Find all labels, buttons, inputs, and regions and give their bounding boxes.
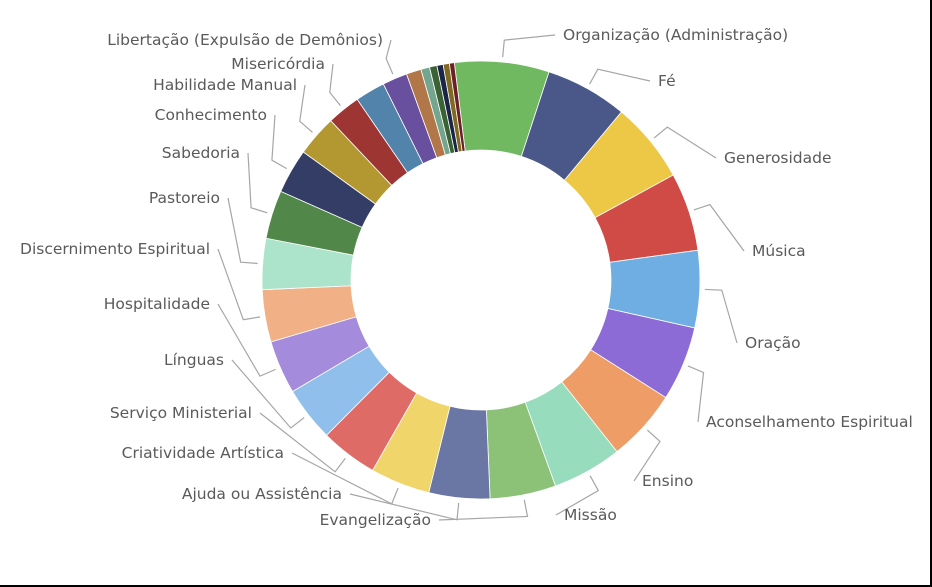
- slice-label-ajuda-ou-assistencia: Ajuda ou Assistência: [182, 485, 342, 503]
- leader-line-evangelizacao: [438, 499, 529, 521]
- leader-line-organizacao-administracao: [502, 34, 556, 58]
- slice-label-generosidade: Generosidade: [724, 149, 832, 167]
- leader-line-servico-ministerial: [259, 412, 346, 473]
- slice-label-conhecimento: Conhecimento: [155, 106, 267, 124]
- leader-line-ajuda-ou-assistencia: [349, 493, 460, 521]
- leader-line-sabedoria: [247, 152, 268, 214]
- leader-line-oracao: [704, 288, 738, 344]
- donut-slice-unlabeled-27: [448, 62, 466, 152]
- leader-line-linguas: [231, 359, 305, 429]
- slice-label-evangelizacao: Evangelização: [320, 511, 431, 529]
- leader-line-fe: [589, 68, 651, 85]
- slice-label-servico-ministerial: Serviço Ministerial: [110, 404, 252, 422]
- leader-line-pastoreio: [227, 197, 258, 265]
- leader-line-generosidade: [653, 126, 717, 159]
- slice-label-misericordia: Misericórdia: [231, 55, 325, 73]
- leader-line-missao: [555, 475, 600, 516]
- leader-line-habilidade-manual: [299, 84, 313, 133]
- leader-line-ensino: [633, 429, 661, 482]
- leader-line-discernimento-espiritual: [217, 248, 261, 321]
- slice-label-aconselhamento-espiritual: Aconselhamento Espiritual: [706, 413, 913, 431]
- leader-line-musica: [693, 203, 745, 252]
- slice-label-oracao: Oração: [745, 334, 801, 352]
- slice-label-hospitalidade: Hospitalidade: [104, 295, 210, 313]
- slice-label-sabedoria: Sabedoria: [162, 144, 240, 162]
- leader-line-hospitalidade: [217, 303, 276, 377]
- slice-label-pastoreio: Pastoreio: [149, 189, 220, 207]
- slice-label-ensino: Ensino: [642, 472, 693, 490]
- slice-label-linguas: Línguas: [164, 351, 224, 369]
- slice-label-habilidade-manual: Habilidade Manual: [153, 76, 297, 94]
- slice-label-musica: Música: [752, 242, 806, 260]
- slice-label-discernimento-espiritual: Discernimento Espiritual: [20, 240, 210, 258]
- slice-label-organizacao-administracao: Organização (Administração): [563, 26, 788, 44]
- slice-label-libertacao-expulsao-de-demonios: Libertação (Expulsão de Demônios): [107, 31, 383, 49]
- leader-line-conhecimento: [271, 114, 287, 170]
- leader-line-aconselhamento-espiritual: [687, 365, 705, 423]
- leader-line-criatividade-artistica: [291, 452, 399, 505]
- leader-line-libertacao-expulsao-de-demonios: [385, 39, 394, 75]
- slice-label-criatividade-artistica: Criatividade Artística: [122, 444, 284, 462]
- slice-label-missao: Missão: [564, 506, 617, 524]
- leader-line-misericordia: [329, 63, 341, 106]
- slice-label-fe: Fé: [658, 72, 676, 90]
